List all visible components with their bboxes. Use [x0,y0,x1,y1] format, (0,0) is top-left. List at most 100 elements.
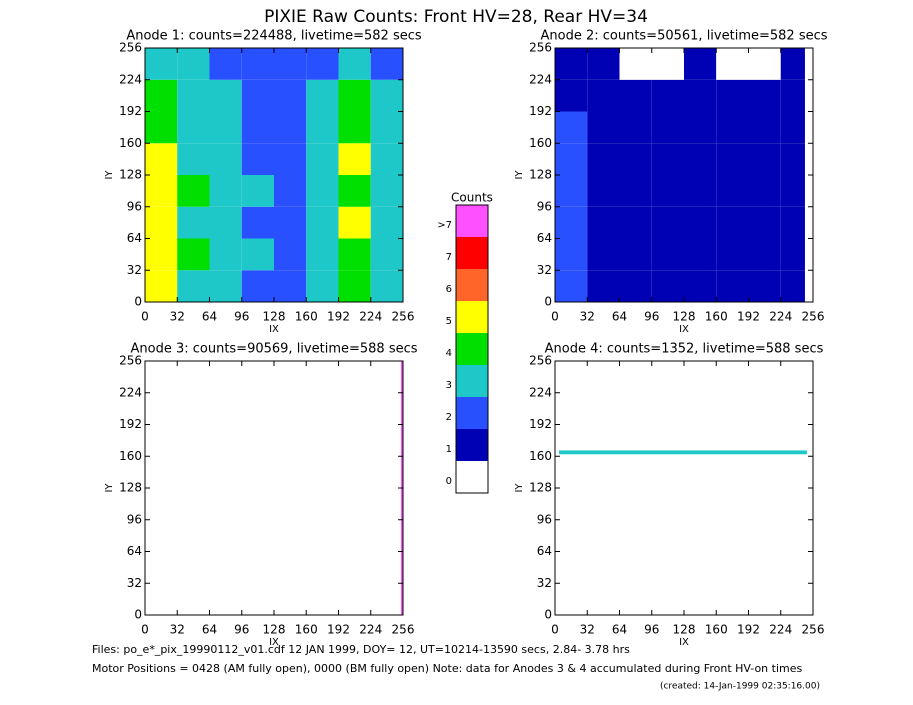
x-tick-label: 32 [170,623,185,637]
heat-cell [587,270,620,302]
x-tick-label: 256 [392,623,415,637]
x-tick-label: 192 [327,310,350,324]
heat-cell [780,175,805,207]
colorbar-swatch [456,205,488,237]
heat-cell [587,206,620,239]
heat-cell [684,79,717,112]
y-tick-label: 160 [119,449,142,463]
heat-cell [145,270,178,302]
heat-cell [274,143,307,175]
x-axis-label: IX [269,637,279,648]
heat-cell [306,270,339,302]
y-tick-label: 224 [529,72,552,86]
heat-cell [651,238,684,271]
heat-cell [370,175,403,207]
heat-cell [555,238,588,271]
heat-cell [338,175,371,207]
page-title: PIXIE Raw Counts: Front HV=28, Rear HV=3… [264,7,648,27]
y-tick-label: 96 [537,512,552,526]
x-tick-label: 192 [327,623,350,637]
colorbar-swatch [456,397,488,429]
x-tick-label: 96 [234,310,249,324]
heat-cell [651,143,684,175]
x-tick-label: 0 [141,310,149,324]
colorbar-title: Counts [451,191,493,205]
heat-cell [780,48,805,80]
y-tick-label: 128 [529,481,552,495]
heat-cell [209,270,242,302]
heat-cell [748,238,781,271]
heat-cell [209,206,242,239]
heat-cell [780,270,805,302]
x-tick-label: 128 [673,310,696,324]
colorbar-label: 2 [446,412,452,423]
heat-cell [177,206,210,239]
heat-cell [370,79,403,112]
x-tick-label: 160 [705,310,728,324]
y-tick-label: 256 [119,354,142,368]
x-tick-label: 64 [202,623,217,637]
heat-cell [209,238,242,271]
heat-cell [587,143,620,175]
heat-cell [306,206,339,239]
x-tick-label: 32 [170,310,185,324]
x-tick-label: 64 [612,623,627,637]
heat-cell [555,143,588,175]
y-tick-label: 32 [537,576,552,590]
colorbar-label: 3 [446,380,452,391]
heat-cell [555,206,588,239]
y-tick-label: 0 [544,295,552,309]
x-tick-label: 64 [202,310,217,324]
heat-cell [145,111,178,144]
heat-cell [716,270,749,302]
colorbar-label: >7 [437,220,452,231]
heat-cell [780,238,805,271]
heat-cell [209,79,242,112]
heat-cell [748,175,781,207]
heat-cell [780,206,805,239]
y-axis-label: IY [514,170,525,180]
heat-cell [145,206,178,239]
y-tick-label: 192 [119,104,142,118]
y-tick-label: 256 [529,354,552,368]
heat-cell [241,238,274,271]
heat-cell [555,48,588,80]
heat-cell [338,270,371,302]
colorbar-swatch [456,429,488,461]
heat-cell [651,175,684,207]
heat-cell [338,48,371,80]
x-tick-label: 256 [802,623,825,637]
heat-cell [274,111,307,144]
heat-cell [338,79,371,112]
heat-cell [619,238,652,271]
y-tick-label: 32 [127,263,142,277]
y-tick-label: 160 [529,136,552,150]
heat-cell [619,79,652,112]
heat-cell [587,48,620,80]
x-tick-label: 128 [673,623,696,637]
y-tick-label: 224 [119,72,142,86]
heat-cell [370,270,403,302]
heat-cell [274,79,307,112]
heat-cell [145,79,178,112]
x-tick-label: 96 [234,623,249,637]
heat-cell [587,175,620,207]
footer-created: (created: 14-Jan-1999 02:35:16.00) [660,682,820,692]
heat-cell [177,175,210,207]
colorbar-swatch [456,269,488,301]
heat-cell [370,143,403,175]
heat-cell [274,206,307,239]
heat-cell [177,270,210,302]
y-tick-label: 64 [127,231,142,245]
y-axis-label: IY [104,170,115,180]
heat-cell [306,143,339,175]
heat-cell [177,143,210,175]
colorbar-swatch [456,461,488,493]
heat-cell [555,270,588,302]
x-tick-label: 160 [295,623,318,637]
heat-cell [241,143,274,175]
x-tick-label: 160 [705,623,728,637]
colorbar-label: 5 [446,316,452,327]
heat-cell [177,238,210,271]
